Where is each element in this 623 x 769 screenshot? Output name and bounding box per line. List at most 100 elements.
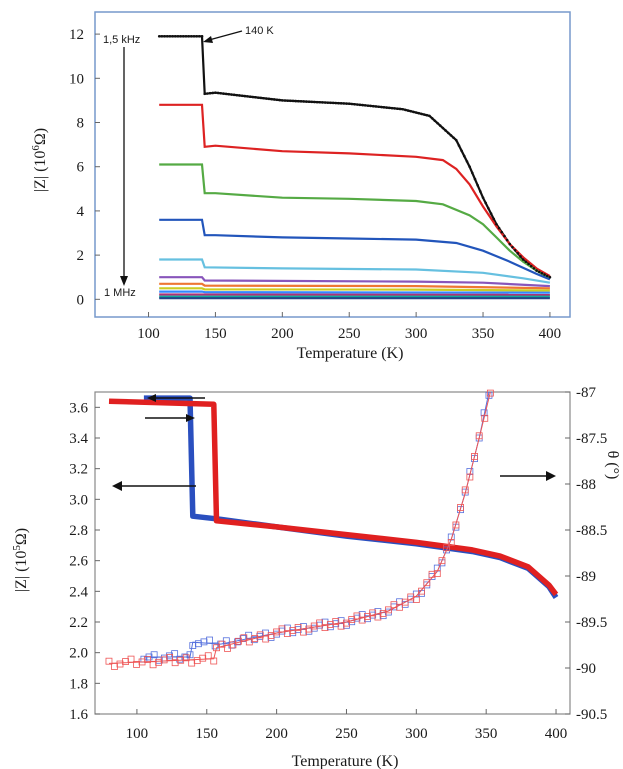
top-series-0-point — [388, 106, 391, 110]
bottom-series-3-marker — [461, 486, 469, 494]
bottom-series-2-marker — [300, 623, 307, 630]
top-series-0-point — [535, 269, 538, 272]
top-series-0-point — [171, 35, 174, 38]
bottom-series-2-marker — [206, 636, 213, 644]
top-series-0-point — [529, 264, 533, 268]
left-axis-arrow — [112, 481, 196, 491]
top-series-0-point — [489, 212, 493, 215]
top-series-0-point — [513, 248, 517, 252]
bottom-series-2-marker — [211, 642, 219, 650]
bottom-series-2-marker — [150, 651, 158, 659]
top-series-0-point — [441, 126, 445, 130]
bottom-series-3-marker — [364, 613, 371, 620]
top-series-0-point — [214, 91, 217, 94]
bottom-series-3-marker — [390, 601, 398, 609]
bottom-series-3-marker — [466, 473, 474, 481]
top-series-0-point — [500, 230, 504, 234]
top-series-0-point — [272, 98, 276, 101]
top-series-0-point — [505, 238, 509, 242]
top-series-0-point — [227, 92, 231, 96]
top-x-tick-label: 100 — [137, 326, 160, 342]
top-x-tick-label: 300 — [405, 326, 428, 342]
bottom-series-2-line — [143, 391, 490, 658]
bottom-chart: 1.61.82.02.22.42.62.83.03.23.43.6 -87-87… — [11, 385, 621, 769]
top-series-0-point — [165, 35, 169, 38]
bottom-series-2-marker — [194, 640, 202, 648]
bottom-series-1-line — [108, 398, 559, 597]
top-series-1-line — [159, 103, 551, 278]
top-series-0-point — [404, 108, 407, 112]
bottom-series-3-marker — [204, 652, 212, 660]
top-series-0-point — [254, 96, 257, 99]
top-series-0-point — [289, 99, 292, 103]
top-series-0-point — [548, 275, 552, 279]
top-series-0-point — [222, 92, 225, 95]
bottom-series-3-marker — [332, 618, 340, 625]
bottom-series-3-marker — [182, 654, 190, 662]
top-series-0-point — [326, 101, 330, 104]
bottom-series-3-marker — [166, 654, 174, 661]
bottom-series-3-marker — [229, 641, 237, 649]
top-series-0-point — [208, 91, 212, 95]
top-series-0-point — [350, 102, 354, 106]
top-series-0-point — [390, 106, 394, 110]
top-series-0-point — [305, 100, 308, 103]
bottom-series-3-marker — [348, 616, 356, 623]
bottom-series-3-marker — [213, 644, 220, 652]
top-series-0-point — [462, 154, 466, 158]
bottom-series-3-marker — [188, 659, 196, 667]
bottom-series-3-marker — [457, 504, 464, 511]
top-series-0-point — [219, 91, 223, 95]
bottom-series-3-marker — [155, 658, 163, 666]
top-series-0-point — [454, 138, 458, 142]
top-series-0-point — [318, 100, 322, 104]
top-y-tick-label: 8 — [77, 116, 85, 132]
top-series-0-point — [446, 131, 450, 135]
top-series-0-point — [543, 273, 546, 276]
top-series-0-point — [385, 106, 388, 109]
top-series-0-point — [372, 104, 375, 108]
top-series-6-line — [159, 282, 550, 290]
top-series-0-point — [353, 102, 356, 106]
top-x-ticks: 100 150 200 250 300 350 400 — [137, 312, 561, 342]
bottom-series-3-marker — [343, 619, 350, 627]
bottom-series-3-marker — [379, 610, 387, 617]
top-chart: 0 2 4 6 8 10 12 100 150 200 250 300 350 400 Temperat… — [30, 11, 571, 362]
top-series-0-point — [230, 93, 233, 96]
top-series-0-point — [251, 95, 255, 99]
bottom-series-2-marker — [176, 655, 184, 663]
top-series-0-point — [449, 134, 453, 137]
top-series-0-point — [206, 92, 209, 95]
top-series-0-point — [321, 101, 324, 104]
bottom-series-3-marker — [245, 638, 253, 646]
bottom-series-2-marker — [200, 638, 208, 646]
top-series-0-point — [187, 35, 190, 38]
bottom-series-3-marker — [224, 644, 231, 652]
bottom-series-2-marker — [480, 409, 488, 417]
top-series-group — [157, 35, 552, 300]
bottom-series-3-marker — [127, 655, 135, 663]
top-series-0-point — [203, 92, 207, 96]
top-series-0-point — [484, 201, 488, 205]
bottom-series-3-marker — [407, 593, 415, 601]
top-series-0-point — [345, 102, 348, 105]
bottom-y2-ticks: -87 -87.5 -88 -88.5 -89 -89.5 -90 -90.5 — [565, 385, 607, 723]
top-series-0-point — [168, 35, 172, 38]
top-series-0-point — [479, 190, 482, 193]
bottom-series-3-marker — [138, 658, 146, 666]
top-series-0-point — [256, 96, 260, 99]
top-x-tick-label: 200 — [271, 326, 294, 342]
top-series-0-point — [198, 35, 201, 38]
top-series-0-point — [216, 91, 220, 95]
bottom-y-tick-label: 3.2 — [69, 462, 88, 478]
top-series-0-point — [414, 111, 418, 114]
top-series-0-point — [444, 129, 447, 132]
bottom-y2-tick-label: -89.5 — [576, 615, 607, 631]
bottom-series-3-marker — [475, 432, 483, 440]
bottom-x-tick-label: 300 — [405, 726, 428, 742]
bottom-series-3-marker — [481, 414, 489, 422]
top-x-tick-label: 150 — [204, 326, 227, 342]
bottom-y2-tick-label: -87.5 — [576, 431, 607, 447]
bottom-series-3-marker — [160, 656, 168, 664]
top-series-0-point — [291, 99, 295, 103]
